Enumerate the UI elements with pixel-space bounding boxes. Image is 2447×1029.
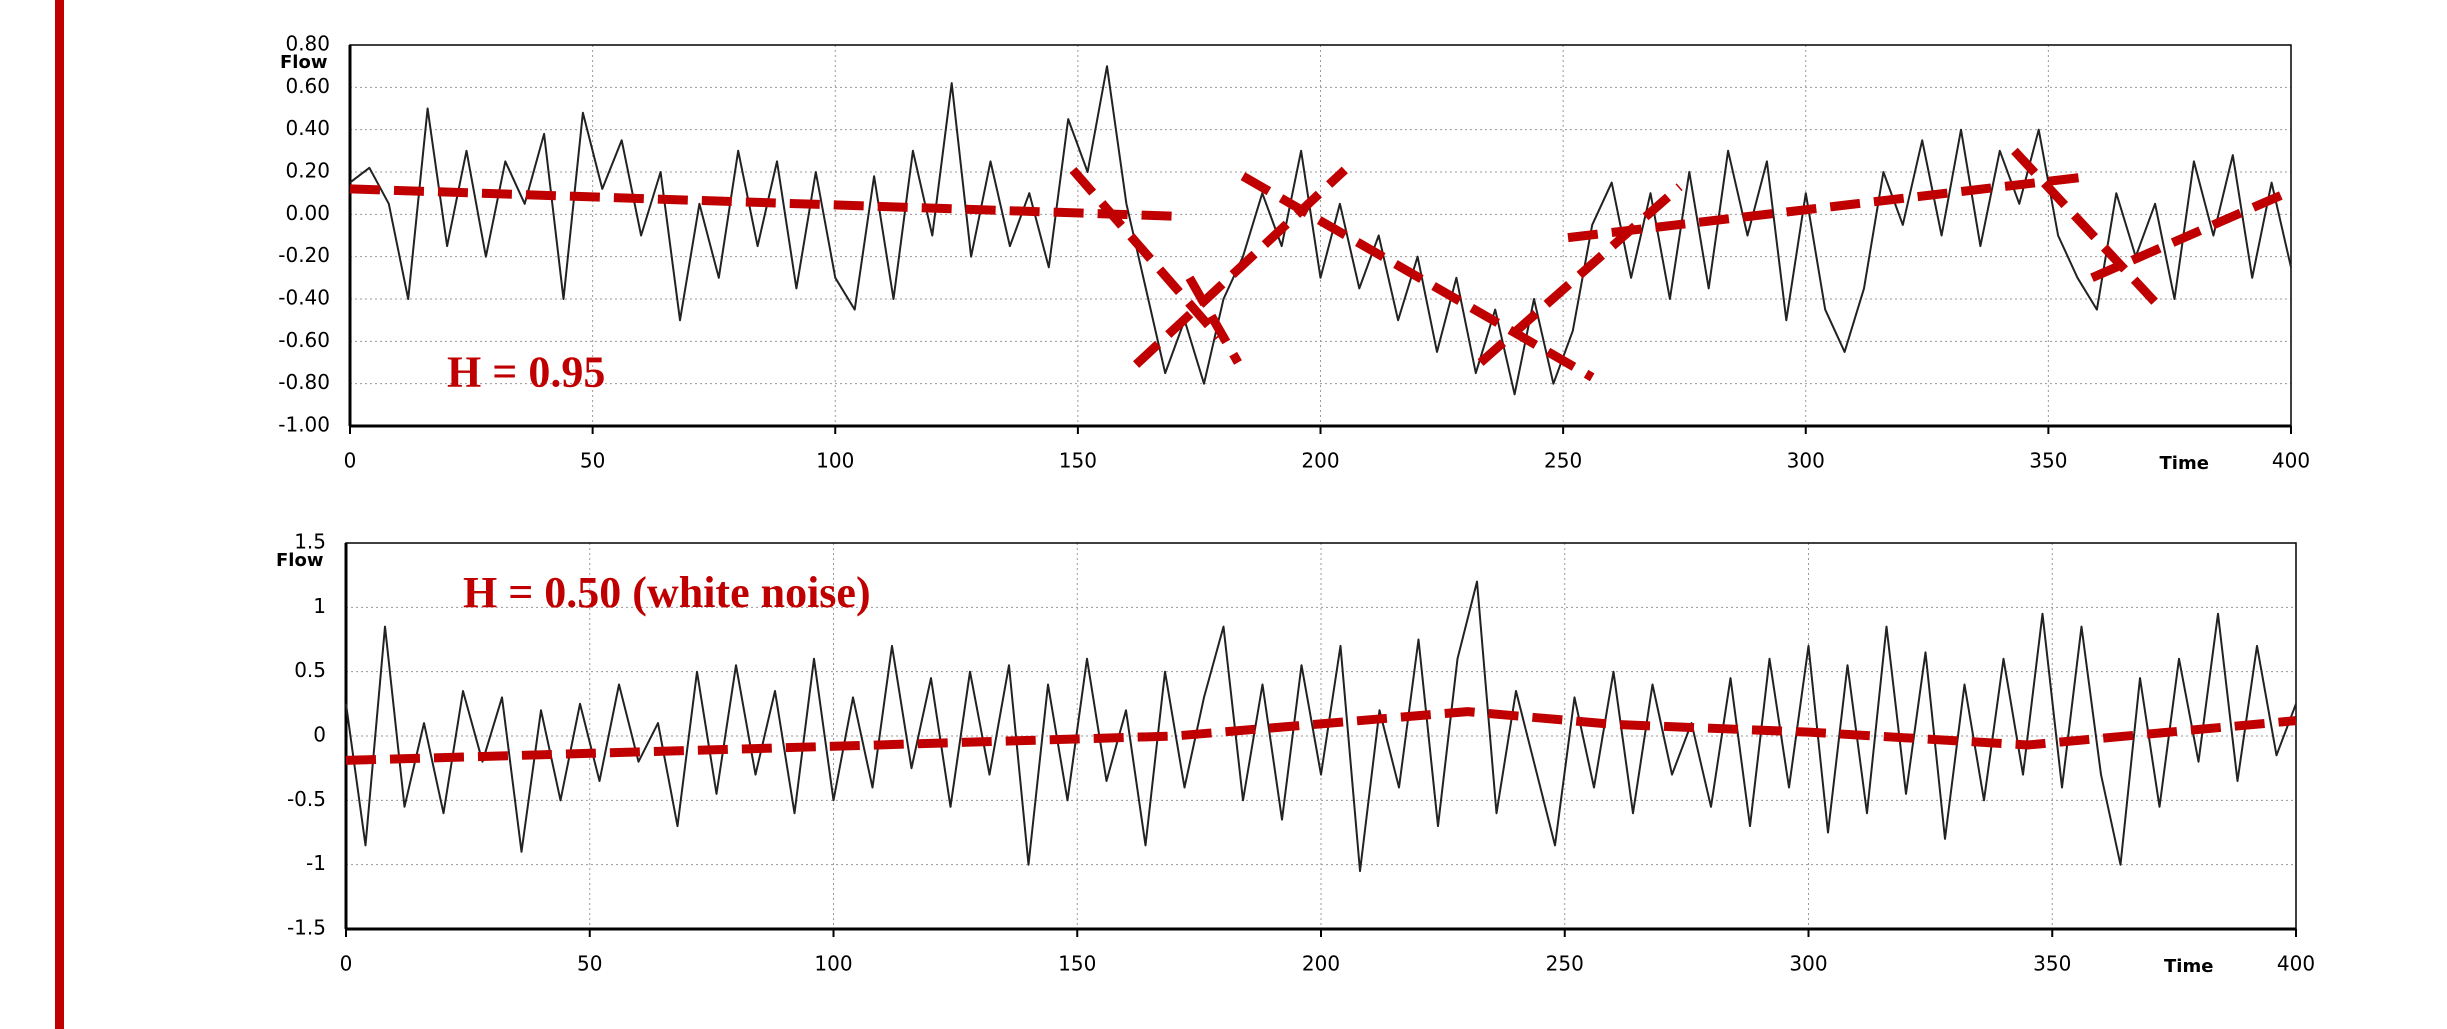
x-tick-label: 250 [1544,449,1582,473]
y-tick-label: 1.5 [294,530,326,554]
y-axis-label: Flow [276,550,323,571]
x-tick-label: 150 [1058,952,1096,976]
x-tick-label: 50 [577,952,602,976]
y-tick-label: 0.80 [285,32,330,56]
y-tick-label: 0 [313,723,326,747]
y-tick-label: 0.00 [285,201,330,225]
x-tick-label: 50 [580,449,605,473]
trend-line [1069,166,1222,341]
y-tick-label: -0.40 [278,286,330,310]
y-tick-label: 1 [313,594,326,618]
x-tick-label: 250 [1546,952,1584,976]
annotation: H = 0.50 (white noise) [463,568,871,617]
trend-line [1240,172,1595,382]
y-axis-label: Flow [280,52,327,73]
trend-line [2090,186,2293,282]
trend-line [2011,147,2164,311]
y-tick-label: -0.5 [287,787,326,811]
x-tick-label: 200 [1301,449,1339,473]
trend-line [1477,183,1683,366]
x-tick-label: 400 [2272,449,2310,473]
y-tick-label: -1.5 [287,916,326,940]
y-tick-label: -0.20 [278,243,330,267]
x-tick-label: 350 [2029,449,2067,473]
side-bar [55,0,64,1029]
trend-line [1133,166,1348,368]
annotation: H = 0.95 [447,348,605,397]
x-axis-label: Time [2164,956,2213,977]
y-tick-label: 0.5 [294,658,326,682]
x-tick-label: 300 [1787,449,1825,473]
trend-line [349,184,1185,221]
y-tick-label: 0.40 [285,116,330,140]
x-tick-label: 150 [1059,449,1097,473]
x-tick-label: 350 [2033,952,2071,976]
y-tick-label: 0.60 [285,74,330,98]
x-tick-label: 300 [1789,952,1827,976]
x-tick-label: 100 [816,449,854,473]
x-tick-label: 0 [340,952,353,976]
y-tick-label: -0.60 [278,328,330,352]
trend-line [345,707,2297,765]
flow-line [349,65,2292,396]
x-axis-label: Time [2160,453,2209,474]
y-tick-label: -1.00 [278,413,330,437]
trend-line [1185,275,1242,365]
y-tick-label: 0.20 [285,159,330,183]
x-tick-label: 0 [344,449,357,473]
x-tick-label: 200 [1302,952,1340,976]
x-tick-label: 400 [2277,952,2315,976]
x-tick-label: 100 [814,952,852,976]
y-tick-label: -0.80 [278,370,330,394]
flow-line [345,580,2297,873]
y-tick-label: -1 [306,851,326,875]
